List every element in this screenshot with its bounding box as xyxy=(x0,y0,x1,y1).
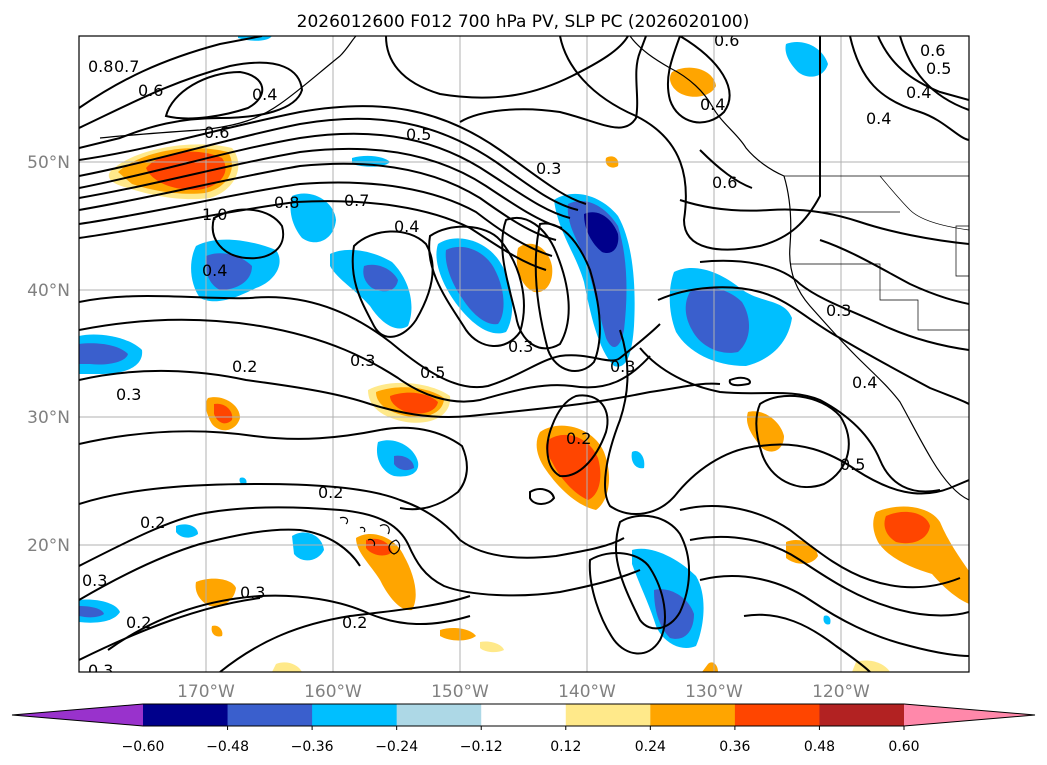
colorbar-tick-label: −0.36 xyxy=(291,739,334,755)
contour-label: 0.2 xyxy=(232,357,257,376)
colorbar-extend-low xyxy=(12,704,143,726)
lon-label: 150°W xyxy=(431,682,489,702)
contour-label: 1.0 xyxy=(202,205,227,224)
contour-label: 0.2 xyxy=(318,483,343,502)
lon-label: 160°W xyxy=(304,682,362,702)
contour-label: 0.3 xyxy=(116,385,141,404)
contour-label: 0.3 xyxy=(826,301,851,320)
colorbar-segments xyxy=(12,704,1035,726)
lon-label: 120°W xyxy=(812,682,870,702)
lon-label: 140°W xyxy=(558,682,616,702)
colorbar-tick-label: 0.24 xyxy=(635,739,666,755)
colorbar-outline xyxy=(11,703,1036,727)
contour-label: 0.6 xyxy=(712,173,737,192)
contour-label: 0.2 xyxy=(126,613,151,632)
colorbar-tick-label: −0.12 xyxy=(460,739,503,755)
contour-label: 0.4 xyxy=(700,95,725,114)
lat-label: 50°N xyxy=(27,153,70,173)
slp-pv-contours xyxy=(79,36,969,672)
contour-label: 0.3 xyxy=(536,159,561,178)
colorbar-segment xyxy=(565,704,651,726)
colorbar: −0.60 −0.48 −0.36 −0.24 −0.12 0.12 0.24 0.36 0.4… xyxy=(11,703,1036,755)
colorbar-segment xyxy=(143,704,229,726)
colorbar-tick-label: −0.60 xyxy=(122,739,165,755)
contour-label: 0.3 xyxy=(82,571,107,590)
contour-label: 0.3 xyxy=(350,351,375,370)
contour-label: 0.4 xyxy=(202,261,227,280)
map-area: 0.8 0.7 0.6 0.4 0.6 0.5 0.3 0.6 0.8 0.7 … xyxy=(79,31,969,680)
colorbar-tick-label: 0.12 xyxy=(550,739,581,755)
lon-label: 170°W xyxy=(177,682,235,702)
contour-label: 0.4 xyxy=(852,373,877,392)
contour-label: 0.5 xyxy=(926,59,951,78)
colorbar-tick-label: 0.36 xyxy=(719,739,750,755)
colorbar-tick-label: −0.24 xyxy=(375,739,418,755)
contour-label: 0.8 xyxy=(88,57,113,76)
figure-title: 2026012600 F012 700 hPa PV, SLP PC (2026… xyxy=(297,12,750,32)
contour-label: 0.8 xyxy=(274,193,299,212)
contour-label: 0.5 xyxy=(420,363,445,382)
contour-label: 0.4 xyxy=(252,85,277,104)
colorbar-tick-label: 0.48 xyxy=(804,739,835,755)
colorbar-segment xyxy=(819,704,905,726)
contour-label: 0.7 xyxy=(344,191,369,210)
lat-label: 20°N xyxy=(27,536,70,556)
colorbar-tick-label: 0.60 xyxy=(888,739,919,755)
contour-label: 0.2 xyxy=(342,613,367,632)
graticule xyxy=(79,36,969,672)
contour-label: 0.3 xyxy=(610,357,635,376)
colorbar-segment xyxy=(227,704,313,726)
contour-label: 0.6 xyxy=(714,31,739,50)
lat-label: 40°N xyxy=(27,281,70,301)
contour-label: 0.3 xyxy=(88,661,113,680)
contour-label: 0.2 xyxy=(566,429,591,448)
contour-label: 0.4 xyxy=(866,109,891,128)
colorbar-extend-high xyxy=(904,704,1035,726)
contour-label: 0.4 xyxy=(394,217,419,236)
contour-label: 0.3 xyxy=(240,583,265,602)
map-frame xyxy=(78,35,970,673)
contour-label: 0.3 xyxy=(508,337,533,356)
contour-labels: 0.8 0.7 0.6 0.4 0.6 0.5 0.3 0.6 0.8 0.7 … xyxy=(82,31,951,680)
contour-label: 0.5 xyxy=(840,455,865,474)
contour-label: 0.6 xyxy=(204,123,229,142)
colorbar-segment xyxy=(396,704,482,726)
coastlines xyxy=(99,36,969,555)
contour-label: 0.6 xyxy=(920,41,945,60)
contour-label: 0.2 xyxy=(140,513,165,532)
contour-label: 0.5 xyxy=(406,125,431,144)
contour-label: 0.4 xyxy=(906,83,931,102)
colorbar-segment xyxy=(312,704,398,726)
colorbar-ticks: −0.60 −0.48 −0.36 −0.24 −0.12 0.12 0.24 0.36 0.4… xyxy=(122,726,920,755)
lat-label: 30°N xyxy=(27,408,70,428)
colorbar-segment xyxy=(734,704,820,726)
colorbar-tick-label: −0.48 xyxy=(206,739,249,755)
contour-label: 0.7 xyxy=(114,57,139,76)
latitude-labels: 50°N 40°N 30°N 20°N xyxy=(27,153,70,556)
colorbar-segment xyxy=(650,704,736,726)
lon-label: 130°W xyxy=(685,682,743,702)
longitude-labels: 170°W 160°W 150°W 140°W 130°W 120°W xyxy=(177,682,870,702)
contour-label: 0.6 xyxy=(138,81,163,100)
colorbar-segment xyxy=(481,704,567,726)
